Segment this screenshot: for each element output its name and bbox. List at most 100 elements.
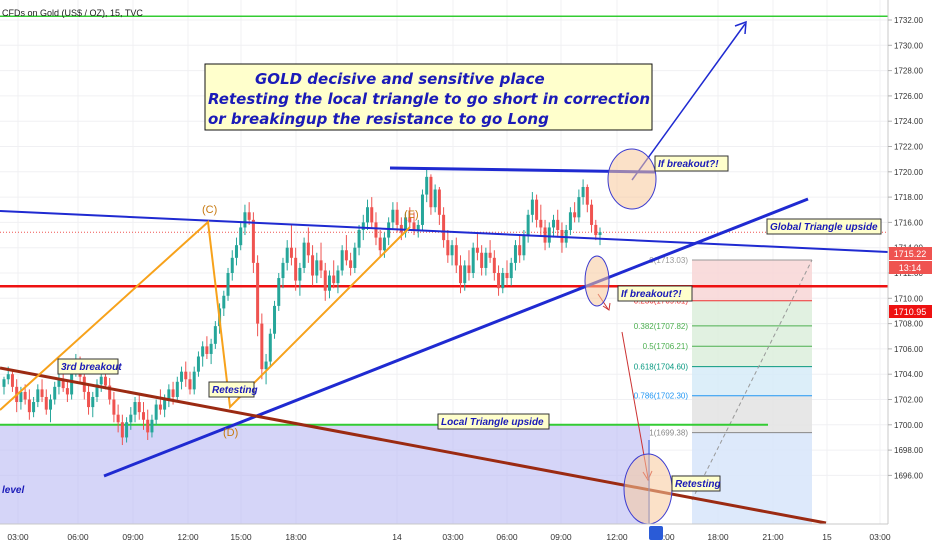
candle-body <box>526 214 530 236</box>
time-tick-label: 06:00 <box>496 532 518 542</box>
candle-body <box>23 391 27 400</box>
candle-body <box>425 176 429 195</box>
candle-body <box>471 247 475 273</box>
candle-body <box>395 209 399 225</box>
drawings <box>0 20 889 525</box>
candle-body <box>36 389 40 403</box>
time-tick-label: 14 <box>392 532 402 542</box>
local-triangle-label: Local Triangle upside <box>441 417 544 428</box>
candle-body <box>302 242 306 268</box>
candle-body <box>65 388 69 395</box>
candle-body <box>209 343 213 354</box>
candle-body <box>480 252 484 268</box>
candle-body <box>568 212 572 230</box>
time-tick-label: 15:00 <box>230 532 252 542</box>
candle-body <box>598 232 602 236</box>
candle-body <box>353 247 357 268</box>
candle-body <box>116 414 120 423</box>
price-tick-label: 1716.00 <box>894 218 923 227</box>
time-tick-label: 03:00 <box>7 532 29 542</box>
candle-body <box>590 204 594 225</box>
time-tick-label: 09:00 <box>550 532 572 542</box>
candle-body <box>459 265 463 284</box>
if-breakout-top-label-box <box>654 155 729 172</box>
price-tick-label: 1718.00 <box>894 193 923 202</box>
time-tick-label: 15:00 <box>653 532 675 542</box>
candle-body <box>273 305 277 334</box>
retest-circle <box>623 453 673 525</box>
candle-body <box>332 275 336 284</box>
candle-body <box>192 371 196 390</box>
price-tick-label: 1732.00 <box>894 16 923 25</box>
candle-body <box>323 270 327 291</box>
candle-body <box>319 260 323 271</box>
price-tick-label: 1708.00 <box>894 320 923 329</box>
candle-body <box>87 391 91 408</box>
time-axis[interactable] <box>0 523 932 550</box>
retest-arrow <box>621 331 649 479</box>
price-tick-label: 1730.00 <box>894 41 923 50</box>
candle-body <box>213 326 217 344</box>
candle-body <box>40 389 44 397</box>
if-breakout-top-label: If breakout?! <box>658 159 719 170</box>
candle-body <box>535 199 539 220</box>
candle-body <box>298 267 302 281</box>
candle-body <box>349 260 353 268</box>
candle-body <box>518 245 522 256</box>
candle-body <box>125 422 129 438</box>
time-tick-label: 18:00 <box>707 532 729 542</box>
candle-body <box>543 227 547 243</box>
candle-body <box>488 252 492 258</box>
main-note[interactable]: GOLD decisive and sensitive place Retest… <box>204 63 653 131</box>
time-tick-label: 21:00 <box>762 532 784 542</box>
candle-body <box>108 385 112 400</box>
note-line-3: or breakingup the resistance to go Long <box>208 110 549 128</box>
candle-body <box>196 356 200 372</box>
candle-body <box>530 199 534 215</box>
candle-body <box>306 242 310 256</box>
candle-body <box>412 222 416 230</box>
candle-body <box>2 379 6 387</box>
candle-body <box>268 333 272 362</box>
candle-body <box>188 379 192 390</box>
local-triangle-label-box <box>437 413 550 430</box>
candle-body <box>226 273 230 296</box>
fib-level-label: 0.5(1706.21) <box>643 342 689 351</box>
candle-body <box>99 376 103 385</box>
price-tick-label: 1722.00 <box>894 143 923 152</box>
price-tick-label: 1696.00 <box>894 471 923 480</box>
candle-body <box>281 262 285 279</box>
candle-body <box>120 422 124 438</box>
candle-body <box>44 396 48 410</box>
wave-label-e: (E) <box>404 209 419 221</box>
candle-body <box>137 402 141 413</box>
candle-body <box>311 255 315 276</box>
candle-body <box>95 384 99 397</box>
time-tick-label: 09:00 <box>122 532 144 542</box>
rising-support-line <box>103 197 809 478</box>
candle-body <box>446 240 450 256</box>
candle-body <box>552 219 556 228</box>
fib-level-label: 0.382(1707.82) <box>634 322 689 331</box>
candle-body <box>133 402 137 415</box>
candle-body <box>163 399 167 410</box>
retesting-left-label-box <box>208 381 255 398</box>
candle-body <box>577 197 581 218</box>
third-breakout-label-box <box>57 358 119 375</box>
candle-body <box>467 265 471 273</box>
breakdown-circle <box>584 255 610 307</box>
candle-body <box>205 346 209 354</box>
candle-body <box>234 245 238 258</box>
candle-body <box>239 227 243 246</box>
candle-body <box>315 260 319 276</box>
candle-body <box>437 189 441 215</box>
fibonacci-retracement[interactable]: 0(1713.03)0.236(1709.81)0.382(1707.82)0.… <box>634 256 813 524</box>
candle-body <box>556 219 560 230</box>
candle-body <box>547 227 551 243</box>
candle-body <box>497 273 501 289</box>
candle-body <box>103 376 107 386</box>
candle-body <box>492 257 496 273</box>
candle-body <box>539 219 543 228</box>
candle-body <box>10 374 14 387</box>
